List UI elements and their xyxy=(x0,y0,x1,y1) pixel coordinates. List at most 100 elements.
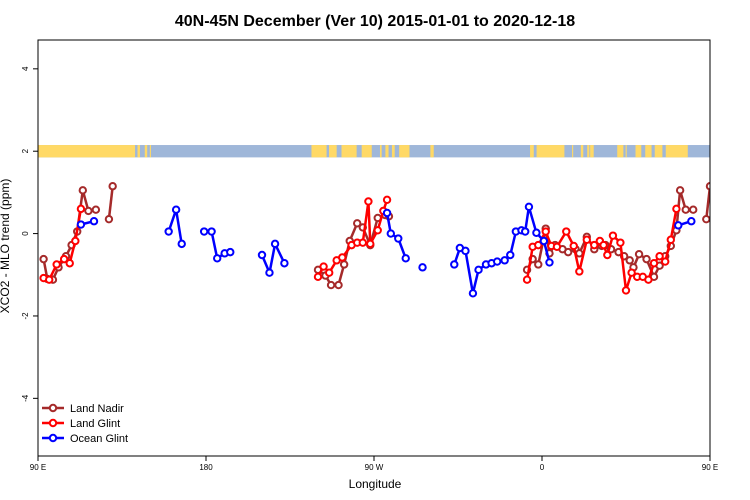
ocean-glint-point xyxy=(418,263,427,272)
land-glint-point xyxy=(603,250,612,260)
land-nadir-point xyxy=(108,182,117,191)
ocean-glint-line xyxy=(260,242,286,274)
land-nadir-point xyxy=(339,260,349,269)
land-segment xyxy=(725,145,726,157)
ocean-glint-point xyxy=(674,221,683,230)
land-nadir-point xyxy=(534,260,543,269)
ocean-glint-point xyxy=(164,227,173,236)
land-glint-point xyxy=(644,275,653,284)
chart-title: 40N-45N December (Ver 10) 2015-01-01 to … xyxy=(175,13,575,30)
ocean-glint-point xyxy=(468,289,478,298)
land-segment xyxy=(536,145,565,158)
land-glint-point xyxy=(575,267,584,276)
land-nadir-point xyxy=(563,247,573,257)
land-glint-point xyxy=(76,204,86,214)
y-tick-label: 2 xyxy=(21,148,30,153)
ocean-glint-point xyxy=(280,259,289,268)
land-glint-point xyxy=(313,272,323,282)
ocean-glint-point xyxy=(474,265,483,275)
land-glint-point xyxy=(582,235,591,244)
land-glint-point xyxy=(541,227,550,236)
land-glint-point xyxy=(364,197,373,206)
series-ocean-glint xyxy=(76,202,696,298)
land-segment xyxy=(665,145,688,158)
land-glint-point xyxy=(522,275,532,284)
land-glint-point xyxy=(59,254,69,264)
land-glint-point xyxy=(45,275,54,284)
series-land-glint xyxy=(39,195,681,295)
land-segment xyxy=(625,145,627,158)
land-segment xyxy=(635,145,642,158)
ocean-glint-point xyxy=(687,217,696,226)
legend-swatch-marker xyxy=(48,403,58,413)
ocean-glint-point xyxy=(226,247,235,257)
ocean-glint-point xyxy=(265,268,274,277)
ocean-glint-point xyxy=(450,260,459,269)
land-segment xyxy=(311,145,327,158)
legend-label: Land Glint xyxy=(70,418,120,430)
land-segment xyxy=(645,145,652,158)
ocean-glint-point xyxy=(521,227,530,236)
land-glint-point xyxy=(366,239,375,249)
ocean-glint-point xyxy=(171,205,181,214)
land-segment xyxy=(617,145,624,158)
land-nadir-point xyxy=(334,280,343,290)
legend-item-ocean-glint: Ocean Glint xyxy=(42,433,128,445)
legend-item-land-glint: Land Glint xyxy=(42,418,120,430)
ocean-glint-point xyxy=(386,229,395,238)
land-glint-point xyxy=(65,259,74,268)
ocean-glint-point xyxy=(270,239,280,249)
land-glint-point xyxy=(562,227,571,236)
axes-layer: 90 E 180 90 W 0 90 E -4 -2 0 2 4 xyxy=(21,66,718,472)
y-tick-label: 4 xyxy=(21,66,30,71)
land-segment xyxy=(385,145,389,158)
land-glint-point xyxy=(661,257,670,266)
y-tick-label: -4 xyxy=(21,394,30,402)
land-segment xyxy=(329,145,337,158)
ocean-glint-point xyxy=(207,227,216,236)
ocean-glint-point xyxy=(394,234,403,243)
x-tick-label: 90 E xyxy=(702,463,718,472)
ocean-glint-point xyxy=(493,257,502,266)
land-glint-point xyxy=(52,260,61,269)
land-glint-point xyxy=(325,268,334,277)
land-segment xyxy=(38,145,136,158)
ocean-glint-point xyxy=(545,258,554,267)
land-nadir-point xyxy=(702,214,710,224)
ocean-glint-point xyxy=(257,250,267,260)
x-tick-label: 90 W xyxy=(365,463,384,472)
legend-label: Land Nadir xyxy=(70,403,124,415)
land-segment xyxy=(379,145,382,158)
land-nadir-point xyxy=(78,186,88,195)
land-nadir-point xyxy=(634,249,644,259)
land-glint-point xyxy=(627,268,636,277)
land-nadir-line xyxy=(705,186,710,220)
land-segment xyxy=(530,145,534,158)
land-glint-point xyxy=(616,238,625,247)
land-glint-point xyxy=(373,226,382,235)
ocean-glint-line xyxy=(385,212,407,259)
land-segment xyxy=(714,145,722,157)
land-glint-point xyxy=(621,286,631,295)
legend-swatch-marker xyxy=(48,433,58,443)
land-nadir-line xyxy=(107,186,114,220)
land-segment xyxy=(137,145,140,158)
land-ocean-strip xyxy=(38,145,750,158)
land-segment xyxy=(730,145,750,157)
ocean-glint-point xyxy=(539,236,549,246)
land-segment xyxy=(580,145,584,158)
land-segment xyxy=(361,145,372,158)
land-nadir-point xyxy=(353,219,362,228)
land-nadir-point xyxy=(104,214,114,224)
ocean-glint-point xyxy=(532,228,541,237)
land-segment xyxy=(590,145,594,158)
land-nadir-point xyxy=(625,256,634,265)
land-glint-point xyxy=(358,238,367,247)
legend: Land Nadir Land Glint Ocean Glint xyxy=(42,403,128,445)
land-glint-point xyxy=(552,242,562,251)
legend-item-land-nadir: Land Nadir xyxy=(42,403,124,415)
land-nadir-point xyxy=(39,254,48,264)
ocean-glint-line xyxy=(167,208,183,245)
ocean-glint-point xyxy=(401,254,410,263)
